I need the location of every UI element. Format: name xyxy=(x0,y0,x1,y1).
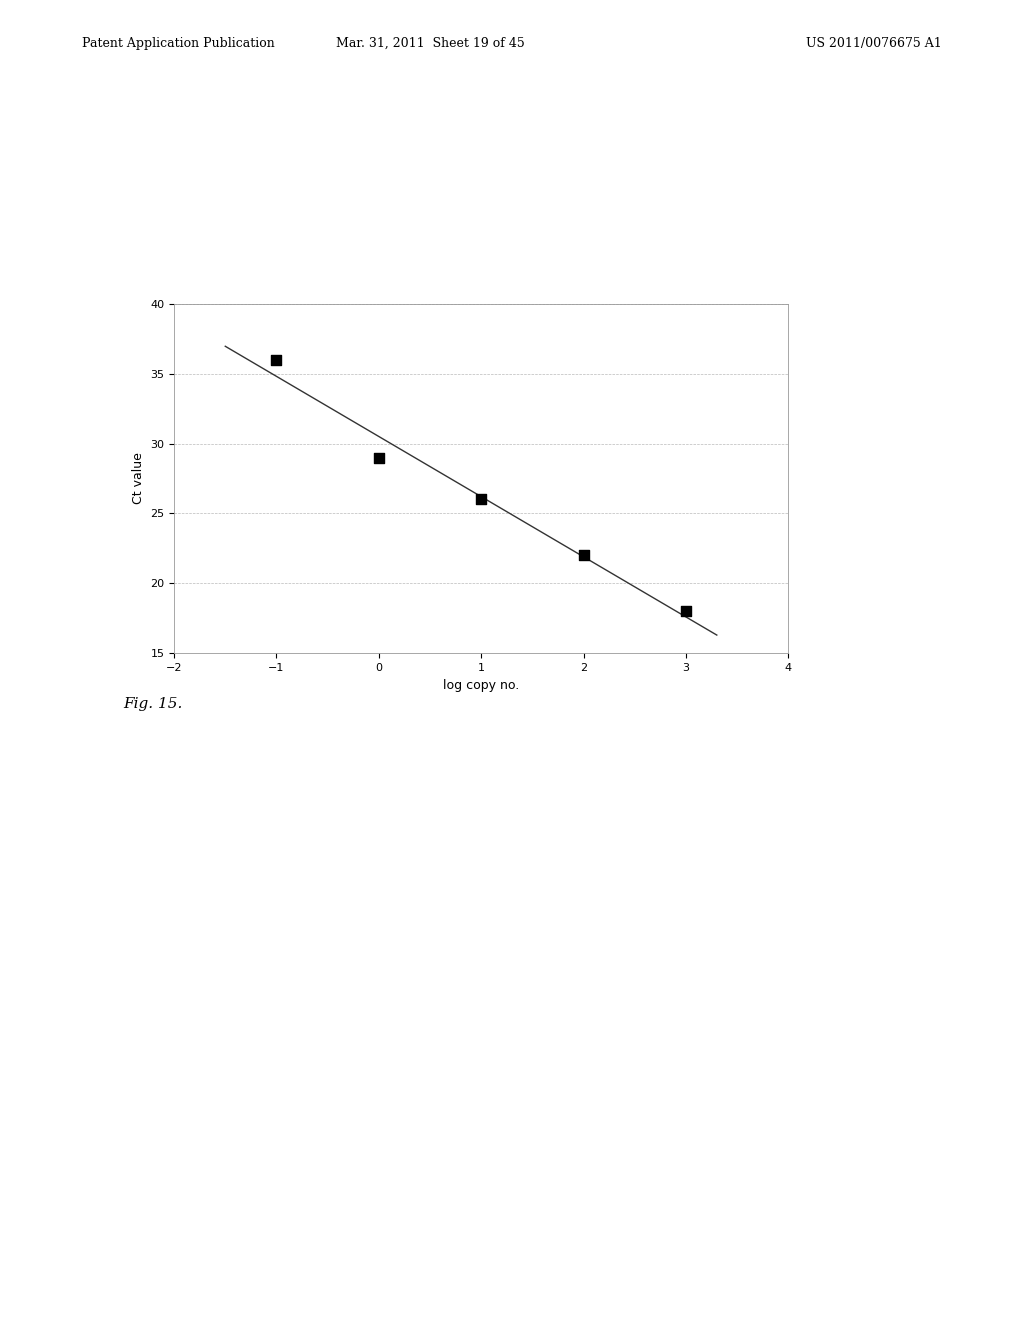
Point xyxy=(371,447,387,469)
Text: Patent Application Publication: Patent Application Publication xyxy=(82,37,274,50)
X-axis label: log copy no.: log copy no. xyxy=(443,678,519,692)
Y-axis label: Ct value: Ct value xyxy=(132,453,144,504)
Text: Fig. 15.: Fig. 15. xyxy=(123,697,182,711)
Point xyxy=(678,601,694,622)
Point xyxy=(575,545,592,566)
Text: US 2011/0076675 A1: US 2011/0076675 A1 xyxy=(806,37,942,50)
Text: Mar. 31, 2011  Sheet 19 of 45: Mar. 31, 2011 Sheet 19 of 45 xyxy=(336,37,524,50)
Point xyxy=(473,488,489,510)
Point xyxy=(268,348,285,370)
